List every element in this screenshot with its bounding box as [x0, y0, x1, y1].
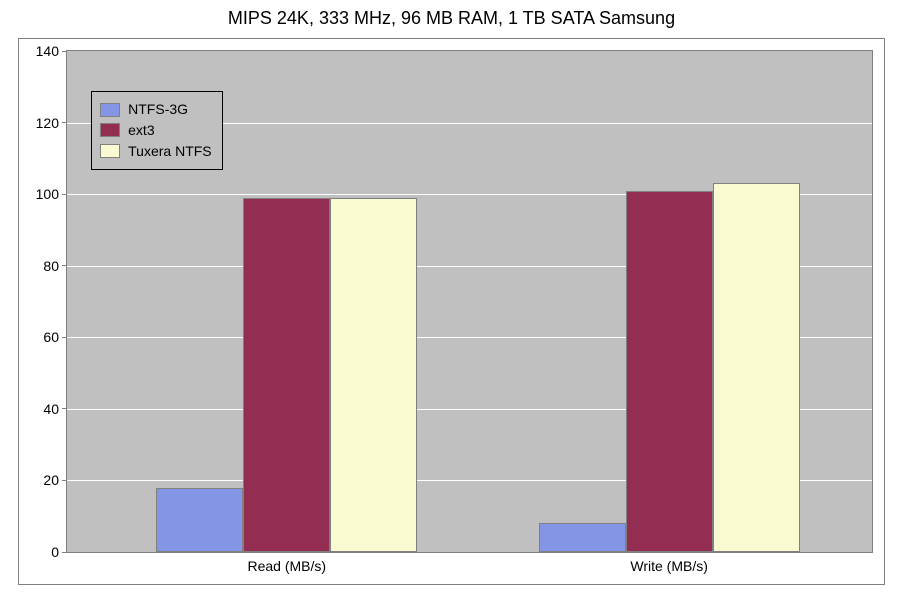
bar — [626, 191, 713, 552]
legend-swatch — [100, 144, 120, 158]
chart-container: MIPS 24K, 333 MHz, 96 MB RAM, 1 TB SATA … — [0, 0, 903, 595]
ytick-mark — [62, 265, 67, 266]
ytick-mark — [62, 408, 67, 409]
ytick-mark — [62, 480, 67, 481]
legend-label: Tuxera NTFS — [128, 142, 212, 161]
ytick-label: 140 — [36, 43, 59, 59]
legend-swatch — [100, 103, 120, 117]
bar — [243, 198, 330, 552]
ytick-label: 40 — [43, 401, 59, 417]
ytick-label: 100 — [36, 186, 59, 202]
xtick-label: Write (MB/s) — [630, 558, 708, 574]
ytick-label: 120 — [36, 115, 59, 131]
ytick-label: 60 — [43, 329, 59, 345]
ytick-label: 80 — [43, 258, 59, 274]
ytick-mark — [62, 337, 67, 338]
ytick-mark — [62, 51, 67, 52]
ytick-mark — [62, 194, 67, 195]
ytick-label: 0 — [51, 544, 59, 560]
ytick-mark — [62, 552, 67, 553]
chart-title: MIPS 24K, 333 MHz, 96 MB RAM, 1 TB SATA … — [0, 8, 903, 29]
legend-label: ext3 — [128, 121, 154, 140]
ytick-mark — [62, 122, 67, 123]
legend: NTFS-3G ext3 Tuxera NTFS — [91, 91, 223, 170]
bar — [330, 198, 417, 552]
bar — [539, 523, 626, 552]
bar — [156, 488, 243, 552]
legend-swatch — [100, 123, 120, 137]
xtick-label: Read (MB/s) — [247, 558, 326, 574]
legend-item: Tuxera NTFS — [100, 142, 212, 161]
legend-item: ext3 — [100, 121, 212, 140]
bar — [713, 183, 800, 552]
plot-area: NTFS-3Gext3Tuxera NTFS 02040608010012014… — [66, 50, 873, 553]
legend-item: NTFS-3G — [100, 100, 212, 119]
ytick-label: 20 — [43, 472, 59, 488]
legend-label: NTFS-3G — [128, 100, 188, 119]
